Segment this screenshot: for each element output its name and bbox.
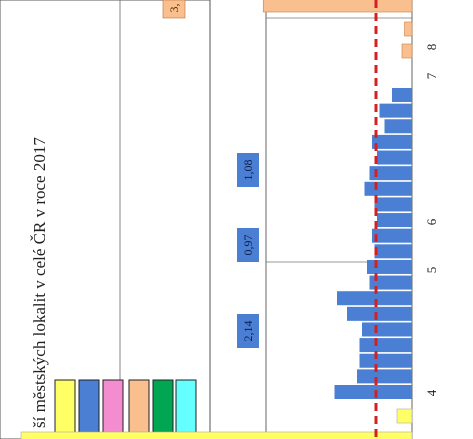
x-tick-label: 8 [424, 44, 439, 51]
x-tick-label: 6 [424, 218, 439, 225]
blue-bar [377, 213, 412, 228]
blue-bar [372, 228, 412, 243]
orange-bar [401, 43, 413, 59]
data-label-box [237, 153, 259, 187]
data-label-box [237, 314, 259, 348]
data-label-box [237, 228, 259, 262]
yellow-bar [396, 408, 413, 424]
x-tick-label: 7 [424, 72, 439, 79]
orange-data-label: 3, [167, 4, 181, 13]
blue-bar [369, 275, 412, 290]
blue-bar [379, 103, 412, 118]
blue-bar [334, 385, 412, 399]
blue-bar [359, 353, 412, 368]
orange-bar [262, 0, 413, 13]
data-label: 2,14 [241, 321, 255, 342]
blue-bar [337, 291, 412, 306]
blue-bar [359, 338, 412, 353]
x-tick-label: 5 [424, 267, 439, 274]
blue-bar [374, 197, 412, 212]
data-label: 1,08 [241, 160, 255, 181]
legend-swatch [128, 379, 150, 439]
legend-swatch [175, 379, 197, 439]
legend-swatch [152, 379, 174, 439]
blue-bar [377, 150, 412, 165]
x-tick-label: 4 [424, 389, 439, 396]
blue-bar [362, 322, 412, 337]
chart-title: ší městských lokalit v celé ČR v roce 20… [30, 137, 49, 428]
blue-bar [347, 306, 412, 321]
blue-bar [374, 244, 412, 259]
blue-bar [384, 119, 412, 134]
blue-bar [372, 134, 412, 149]
orange-label-box [162, 0, 186, 19]
legend-swatch [54, 379, 76, 439]
legend-swatch [102, 379, 124, 439]
orange-bar [404, 21, 413, 37]
blue-bar [392, 88, 412, 102]
blue-bar [369, 166, 412, 181]
yellow-bar [20, 431, 413, 439]
data-label: 0,97 [241, 235, 255, 256]
legend-panel-frame [0, 0, 211, 439]
blue-bar [364, 181, 412, 196]
blue-bar [367, 259, 412, 274]
legend-swatch [78, 379, 100, 439]
blue-bar [357, 369, 412, 384]
